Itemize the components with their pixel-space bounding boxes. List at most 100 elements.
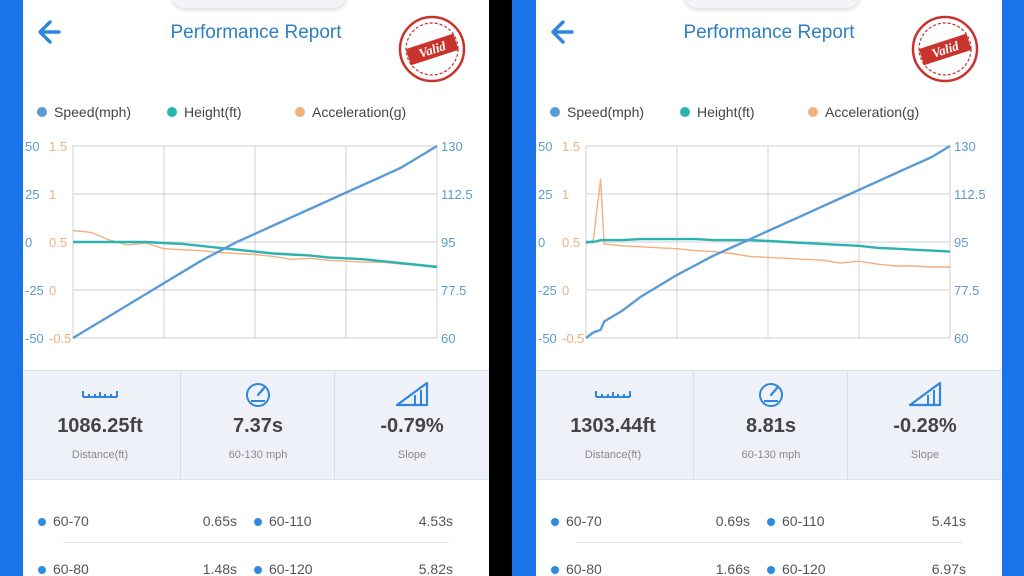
height-dot-icon xyxy=(167,107,177,117)
split-value: 5.41s xyxy=(931,513,966,529)
height-tick-label: 0 xyxy=(25,235,32,250)
time-label: 60-130 mph xyxy=(741,449,801,461)
split-label: 60-70 xyxy=(566,513,602,529)
stat-time: 7.37s 60-130 mph xyxy=(181,371,335,479)
acceleration-dot-icon xyxy=(295,107,305,117)
acceleration-dot-icon xyxy=(808,107,818,117)
legend-speed-label: Speed(mph) xyxy=(567,104,645,120)
legend-acceleration: Acceleration(g) xyxy=(808,104,919,120)
stat-time: 8.81s 60-130 mph xyxy=(694,371,848,479)
legend-height-label: Height(ft) xyxy=(697,104,755,120)
report-screen-left: Performance Report Valid Speed(mph) Heig… xyxy=(23,0,489,576)
split-times: 60-70 0.69s 60-110 5.41s 60-80 1.66s 60-… xyxy=(536,478,1002,576)
split-value: 0.69s xyxy=(715,513,750,529)
distance-label: Distance(ft) xyxy=(71,449,129,461)
speedometer-icon xyxy=(246,383,270,407)
speed-tick-label: 60 xyxy=(441,331,455,346)
performance-chart: 50 1.5 130 25 1 112.5 0 0.5 95 -25 0 77.5 -50 -0.5 60 xyxy=(538,139,986,346)
time-label: 60-130 mph xyxy=(228,449,288,461)
speed-tick-label: 95 xyxy=(954,235,968,250)
screen-divider xyxy=(489,0,512,576)
ruler-icon xyxy=(595,391,631,398)
split-value: 6.97s xyxy=(931,561,966,576)
split-row: 60-70 0.65s 60-110 4.53s xyxy=(23,513,489,533)
acceleration-tick-label: 0 xyxy=(562,283,569,298)
speed-tick-label: 130 xyxy=(954,139,976,154)
distance-label: Distance(ft) xyxy=(584,449,642,461)
legend-height: Height(ft) xyxy=(680,104,755,120)
acceleration-line xyxy=(72,229,438,267)
height-tick-label: -50 xyxy=(25,331,44,346)
speed-tick-label: 95 xyxy=(441,235,455,250)
top-handle xyxy=(684,0,860,8)
stat-distance: 1303.44ft Distance(ft) xyxy=(536,371,690,479)
split-value: 1.48s xyxy=(202,561,237,576)
legend-speed-label: Speed(mph) xyxy=(54,104,132,120)
height-line xyxy=(73,240,438,269)
page-title: Performance Report xyxy=(170,22,342,43)
split-divider xyxy=(63,542,449,543)
speed-tick-label: 130 xyxy=(441,139,463,154)
split-label: 60-120 xyxy=(269,561,313,576)
acceleration-tick-label: 1.5 xyxy=(562,139,580,154)
height-tick-label: -25 xyxy=(25,283,44,298)
stat-distance: 1086.25ft Distance(ft) xyxy=(23,371,177,479)
speed-dot-icon xyxy=(37,107,47,117)
distance-value: 1086.25ft xyxy=(57,415,143,437)
split-value: 0.65s xyxy=(202,513,237,529)
back-arrow-icon[interactable] xyxy=(546,14,582,50)
height-tick-label: 50 xyxy=(538,139,552,154)
split-label: 60-70 xyxy=(53,513,89,529)
speed-tick-label: 77.5 xyxy=(441,283,466,298)
acceleration-tick-label: 0 xyxy=(49,283,56,298)
stat-divider xyxy=(693,371,694,479)
split-dot-icon xyxy=(38,518,46,526)
slope-label: Slope xyxy=(910,449,940,461)
split-row: 60-80 1.48s 60-120 5.82s xyxy=(23,561,489,576)
speed-line xyxy=(585,144,951,339)
legend-acceleration-label: Acceleration(g) xyxy=(312,104,407,120)
valid-stamp-icon: Valid xyxy=(398,15,466,83)
height-tick-label: -25 xyxy=(538,283,557,298)
legend-height-label: Height(ft) xyxy=(184,104,242,120)
split-dot-icon xyxy=(767,518,775,526)
speed-tick-label: 77.5 xyxy=(954,283,979,298)
chart-legend: Speed(mph) Height(ft) Acceleration(g) xyxy=(23,104,489,124)
acceleration-line xyxy=(585,178,950,268)
stat-slope: -0.28% Slope xyxy=(848,371,1002,479)
legend-speed: Speed(mph) xyxy=(37,104,131,120)
split-label: 60-110 xyxy=(782,513,825,529)
legend-speed: Speed(mph) xyxy=(550,104,644,120)
legend-acceleration: Acceleration(g) xyxy=(295,104,406,120)
speed-tick-label: 112.5 xyxy=(954,187,986,202)
speed-line xyxy=(72,144,438,340)
chart-legend: Speed(mph) Height(ft) Acceleration(g) xyxy=(536,104,1002,124)
report-screen-right: Performance Report Valid Speed(mph) Heig… xyxy=(536,0,1002,576)
acceleration-tick-label: -0.5 xyxy=(49,331,71,346)
split-dot-icon xyxy=(254,518,262,526)
split-value: 5.82s xyxy=(418,561,453,576)
valid-stamp-icon: Valid xyxy=(911,15,979,83)
acceleration-tick-label: 0.5 xyxy=(562,235,580,250)
acceleration-tick-label: -0.5 xyxy=(562,331,584,346)
acceleration-tick-label: 1.5 xyxy=(49,139,67,154)
stat-divider xyxy=(847,371,848,479)
stat-slope: -0.79% Slope xyxy=(335,371,489,479)
height-tick-label: 50 xyxy=(25,139,39,154)
split-label: 60-80 xyxy=(566,561,602,576)
height-tick-label: 25 xyxy=(25,187,39,202)
split-label: 60-80 xyxy=(53,561,89,576)
split-row: 60-80 1.66s 60-120 6.97s xyxy=(536,561,1002,576)
acceleration-tick-label: 1 xyxy=(49,187,56,202)
slope-label: Slope xyxy=(397,449,427,461)
back-arrow-icon[interactable] xyxy=(33,14,69,50)
speedometer-icon xyxy=(759,383,783,407)
performance-chart: 50 1.5 130 25 1 112.5 0 0.5 95 -25 0 77.5 -50 -0.5 60 xyxy=(25,139,473,346)
stats-panel: 1303.44ft Distance(ft) 8.81s 60-130 mph … xyxy=(536,370,1002,480)
speed-tick-label: 60 xyxy=(954,331,968,346)
top-handle xyxy=(171,0,347,8)
split-value: 1.66s xyxy=(715,561,750,576)
split-dot-icon xyxy=(551,518,559,526)
legend-acceleration-label: Acceleration(g) xyxy=(825,104,920,120)
height-tick-label: -50 xyxy=(538,331,557,346)
